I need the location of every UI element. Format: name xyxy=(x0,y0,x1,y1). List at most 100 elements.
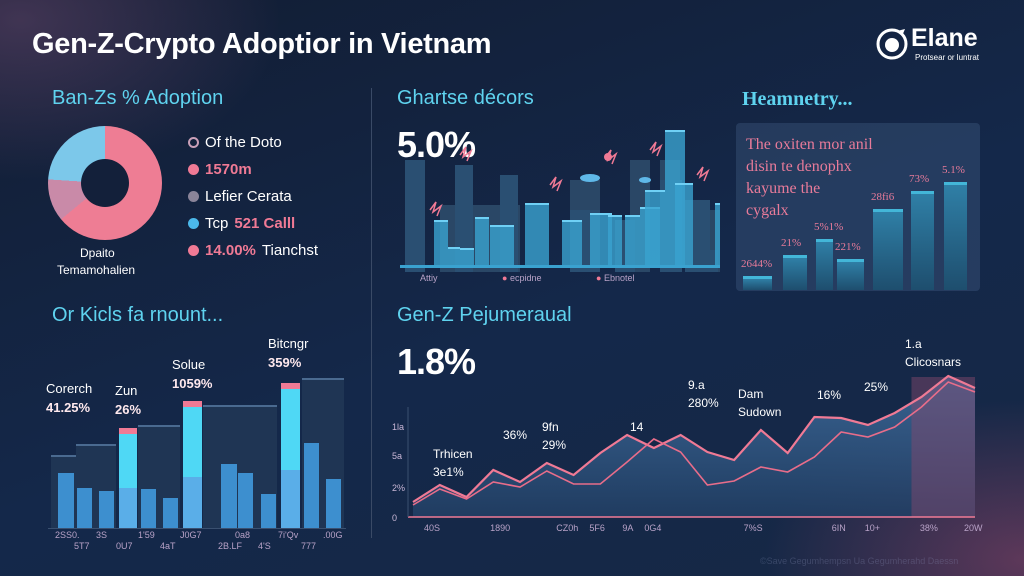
building-roof xyxy=(490,225,514,227)
bar[interactable] xyxy=(304,442,319,528)
x-tick-label: 38% xyxy=(920,523,938,533)
x-tick-label: 40S xyxy=(424,523,440,533)
legend-label: Of the Doto xyxy=(205,134,282,151)
skyline-label: Attiy xyxy=(420,273,438,283)
annotation-value: 280% xyxy=(688,396,719,410)
x-tick-label: 10+ xyxy=(865,523,880,533)
annotation-value: 14 xyxy=(630,420,644,434)
sparkle-icon xyxy=(429,201,443,217)
building-roof xyxy=(715,203,720,205)
y-tick-label: 0 xyxy=(392,513,397,523)
bar[interactable] xyxy=(221,463,237,528)
annotation-value: 41.25% xyxy=(46,400,91,415)
x-tick-label: J0G7 xyxy=(180,530,202,540)
annotation-value: 1059% xyxy=(172,376,213,391)
building-roof xyxy=(608,215,622,217)
donut-heading: Ban-Zs % Adoption xyxy=(52,87,224,109)
heat-bar-label: 2644% xyxy=(741,258,773,270)
annotation-value: 25% xyxy=(864,380,889,394)
building-roof xyxy=(434,220,448,222)
legend-item: 1570m xyxy=(188,161,252,178)
x-tick-label: 1'59 xyxy=(138,530,155,540)
ground-line xyxy=(400,265,720,268)
heat-bar[interactable] xyxy=(783,255,807,290)
heat-bar-label: 21% xyxy=(781,237,802,249)
donut-hole xyxy=(81,159,129,207)
building-roof xyxy=(625,215,640,217)
x-tick-label: 3S xyxy=(96,530,108,540)
bar[interactable] xyxy=(99,490,114,528)
sparkle-icon xyxy=(459,146,473,162)
x-tick-label: 4'S xyxy=(258,541,271,551)
y-tick-label: 2% xyxy=(392,483,405,493)
heat-bar[interactable] xyxy=(944,182,967,290)
building xyxy=(608,215,622,267)
skyline-stat: 5.0% xyxy=(397,124,476,165)
bar[interactable] xyxy=(119,427,137,528)
highlight-region xyxy=(911,377,975,517)
heat-bar[interactable] xyxy=(873,209,903,290)
building xyxy=(625,215,640,267)
x-axis xyxy=(48,528,346,529)
building-roof xyxy=(675,183,693,185)
heat-text-line: cygalx xyxy=(746,202,789,219)
annotation-value: 3e1% xyxy=(433,465,464,479)
heat-bar-label: 221% xyxy=(835,241,861,253)
line-chart: 0 2% 5a 1la 40S 1890 CZ0h 5F6 9A 0G4 7%S 6IN 10+ 38% 2… xyxy=(392,374,983,533)
building xyxy=(490,225,514,267)
x-tick-label: 7i'Qv xyxy=(278,530,299,540)
building xyxy=(460,248,474,267)
legend-item: 14.00% Tianchst xyxy=(188,242,318,259)
building-mid xyxy=(405,160,425,272)
heat-bar[interactable] xyxy=(911,191,934,290)
heat-heading: Heamnetry... xyxy=(742,88,853,110)
heat-bar[interactable] xyxy=(743,276,772,290)
annotation-value: 36% xyxy=(503,428,528,442)
legend-dot-icon xyxy=(188,191,199,202)
bar[interactable] xyxy=(261,493,276,528)
building-roof xyxy=(665,130,685,132)
x-tick-label: 5F6 xyxy=(589,523,605,533)
bar[interactable] xyxy=(163,498,178,528)
line-heading: Gen-Z Pejumeraual xyxy=(397,304,572,326)
city-skyline-illustration xyxy=(400,130,720,272)
annotation-label: Bitcngr xyxy=(268,336,309,351)
annotation-label: 9.a xyxy=(688,378,705,392)
bar[interactable] xyxy=(58,472,74,528)
building xyxy=(675,183,693,267)
skyline-label: ● Ebnotel xyxy=(596,273,634,283)
heat-bar-label: 28fi6 xyxy=(871,191,895,203)
bar[interactable] xyxy=(141,489,156,528)
x-tick-label: 777 xyxy=(301,541,317,551)
legend-label: 1570m xyxy=(205,161,252,178)
heat-bar[interactable] xyxy=(837,259,864,290)
annotation-label: Dam xyxy=(738,387,764,401)
heat-bar-label: 73% xyxy=(909,173,930,185)
bullet-icon: ● xyxy=(596,273,604,283)
building xyxy=(562,220,582,267)
legend-dot-icon xyxy=(188,245,199,256)
bar[interactable] xyxy=(77,487,92,528)
building-roof xyxy=(562,220,582,222)
heat-bar[interactable] xyxy=(816,239,833,290)
building-roof xyxy=(460,248,474,250)
annotation-label: Zun xyxy=(115,383,138,398)
series-line-upper xyxy=(412,374,976,503)
bar[interactable] xyxy=(281,382,300,528)
x-tick-label: CZ0h xyxy=(556,523,578,533)
x-tick-label: 5T7 xyxy=(74,541,90,551)
logo-name: Elane xyxy=(911,24,978,52)
annotation-label: Trhicen xyxy=(433,447,473,461)
y-tick-label: 5a xyxy=(392,451,402,461)
bar[interactable] xyxy=(238,472,253,528)
x-tick-label: 9A xyxy=(622,523,633,533)
page-title: Gen-Z-Crypto Adoptior in Vietnam xyxy=(32,28,492,60)
skyline-label-text: Ebnotel xyxy=(603,273,635,283)
area-fill xyxy=(413,376,975,517)
sparkle-icon xyxy=(549,176,563,192)
moon-icon xyxy=(604,153,612,161)
heat-text-line: kayume the xyxy=(746,180,821,197)
bar[interactable] xyxy=(183,400,202,528)
legend-item: Lefier Cerata xyxy=(188,188,292,205)
bar[interactable] xyxy=(326,478,341,528)
